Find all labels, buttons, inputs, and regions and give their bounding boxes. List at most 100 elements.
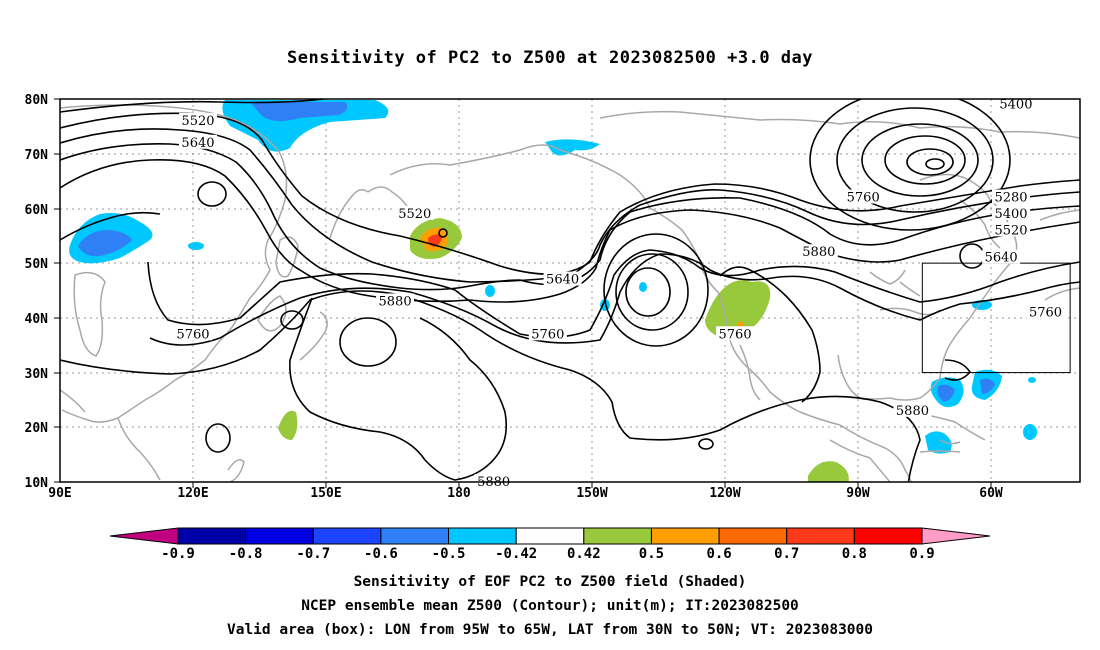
colorbar-labels: -0.9 -0.8 -0.7 -0.6 -0.5 -0.42 0.42 0.5 0.6 0.7 0.… <box>161 546 935 562</box>
lat-label: 60N <box>25 203 49 218</box>
contour-label-bg <box>844 189 883 204</box>
colorbar-box <box>312 527 382 545</box>
lon-axis: 90E 120E 150E 180 150W 120W 90W 60W <box>48 482 1003 501</box>
contour-label: 5640 <box>181 136 214 151</box>
lon-label: 150E <box>310 486 341 501</box>
colorbar-label: 0.42 <box>567 546 601 562</box>
contour-label: 5760 <box>531 327 564 342</box>
contour-label-bg <box>992 205 1031 220</box>
lon-label: 120E <box>177 486 208 501</box>
contour-label-bg <box>543 271 582 286</box>
contour-label-bg <box>716 326 755 341</box>
colorbar-label: -0.5 <box>432 546 466 562</box>
map-frame <box>59 98 1081 483</box>
shade-positive <box>738 322 743 327</box>
lat-label: 30N <box>25 367 49 382</box>
contour-label: 5760 <box>847 190 880 205</box>
lat-label: 20N <box>25 421 49 436</box>
footer-line-contour: NCEP ensemble mean Z500 (Contour); unit(… <box>301 598 799 614</box>
colorbar-box <box>786 527 855 545</box>
contour-label-bg <box>395 205 434 220</box>
contour-label: 5880 <box>802 245 835 260</box>
shade-negative <box>545 139 600 156</box>
colorbar-label: -0.9 <box>161 546 195 562</box>
shade-negative <box>980 378 995 394</box>
contour-label-bg <box>178 134 217 149</box>
colorbar-box <box>380 527 450 545</box>
sensitivity-shading <box>69 100 1037 482</box>
colorbar-label: 0.5 <box>639 546 664 562</box>
shade-negative <box>188 242 204 250</box>
contour-label-bg <box>982 249 1021 264</box>
contour-label-bg <box>1026 304 1065 319</box>
shade-negative <box>1028 377 1036 383</box>
colorbar-label: 0.9 <box>909 546 934 562</box>
colorbar-left-arrow <box>109 527 179 545</box>
shade-negative <box>78 230 132 257</box>
lon-label: 60W <box>979 486 1003 501</box>
lon-label: 90W <box>846 486 870 501</box>
contour-label-bg <box>376 293 415 308</box>
grid-lines <box>60 99 1080 482</box>
shade-positive <box>808 461 849 482</box>
contour-label: 5760 <box>1029 305 1062 320</box>
contour-label-bg <box>992 222 1031 237</box>
colorbar-box <box>448 527 517 545</box>
lon-label: 150W <box>576 486 607 501</box>
contour-label-bg <box>174 326 213 341</box>
shade-negative <box>925 431 952 454</box>
colorbar-label: -0.6 <box>364 546 398 562</box>
contour-label: 5640 <box>985 251 1018 266</box>
lat-axis: 80N 70N 60N 50N 40N 30N 20N 10N <box>25 93 60 491</box>
shade-negative <box>639 282 647 292</box>
shade-positive <box>705 280 771 339</box>
contour-label-bg <box>528 326 567 341</box>
colorbar-box <box>853 527 923 545</box>
contour-label-bg <box>992 189 1031 204</box>
contour-label: 5880 <box>896 404 929 419</box>
shade-negative <box>937 384 955 402</box>
lat-label: 70N <box>25 148 49 163</box>
footer-line-valid-area: Valid area (box): LON from 95W to 65W, L… <box>226 622 873 638</box>
lat-label: 80N <box>25 93 49 108</box>
contour-label: 5640 <box>546 273 579 288</box>
contour-label: 5520 <box>398 207 431 222</box>
lat-label: 10N <box>25 476 49 491</box>
colorbar-box <box>515 527 585 545</box>
colorbar-label: -0.7 <box>296 546 330 562</box>
shade-negative <box>485 285 495 297</box>
shade-negative <box>250 102 348 122</box>
colorbar-box <box>245 527 314 545</box>
colorbar-box <box>650 527 720 545</box>
lat-label: 40N <box>25 312 49 327</box>
contour-label: 5520 <box>994 223 1027 238</box>
contour-label-bg <box>178 112 217 127</box>
lon-label: 120W <box>709 486 740 501</box>
lat-label: 50N <box>25 257 49 272</box>
colorbar: -0.9 -0.8 -0.7 -0.6 -0.5 -0.42 0.42 0.5 0.6 0.7 0.… <box>109 527 991 562</box>
contour-label: 5760 <box>719 327 752 342</box>
contour-label-bg <box>893 402 932 417</box>
contour-label: 5400 <box>999 97 1032 112</box>
colorbar-label: -0.8 <box>229 546 263 562</box>
coastlines <box>60 104 1080 482</box>
contour-label: 5400 <box>994 207 1027 222</box>
colorbar-box <box>718 527 788 545</box>
contour-labels: 5520 5640 5520 5640 5760 5880 5760 5760 5760 5880… <box>174 96 1065 490</box>
colorbar-label: 0.6 <box>706 546 731 562</box>
lon-label: 90E <box>48 486 71 501</box>
colorbar-boxes <box>177 527 923 545</box>
lon-label: 180 <box>447 486 471 501</box>
contour-label-bg <box>799 244 838 259</box>
contour-label: 5280 <box>994 190 1027 205</box>
colorbar-box <box>583 527 652 545</box>
contour-label: 5760 <box>176 327 209 342</box>
colorbar-box <box>177 527 247 545</box>
page-title: Sensitivity of PC2 to Z500 at 2023082500… <box>286 48 813 68</box>
colorbar-label: -0.42 <box>495 546 537 562</box>
shade-positive <box>278 410 298 440</box>
colorbar-right-arrow <box>921 527 991 545</box>
colorbar-label: 0.8 <box>842 546 867 562</box>
contour-label: 5880 <box>379 294 412 309</box>
